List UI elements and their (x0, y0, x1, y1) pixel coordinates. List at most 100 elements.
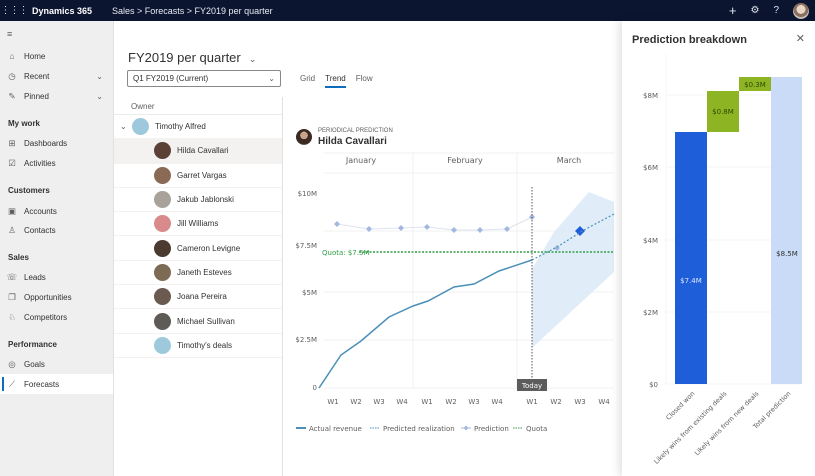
x-tick: W1 (526, 398, 537, 406)
help-icon[interactable]: ? (773, 5, 779, 16)
chevron-down-icon[interactable]: ⌄ (96, 91, 103, 101)
sidebar-item-label: Opportunities (24, 292, 72, 302)
main-content: FY2019 per quarter ⌄ Q1 FY2019 (Current) … (114, 21, 815, 476)
trend-line-chart[interactable]: January February March $10M $7.5M $5M $2… (284, 97, 622, 476)
activities-icon: ☑ (8, 157, 16, 168)
chart-subtitle: PERIODICAL PREDICTION (318, 128, 393, 134)
month-label: March (557, 156, 581, 165)
owner-row-parent[interactable]: ⌄ Timothy Alfred (114, 115, 282, 140)
sidebar-item-activities[interactable]: ☑ Activities (0, 153, 113, 173)
sidebar-item-accounts[interactable]: ▣ Accounts (0, 201, 113, 221)
chevron-down-icon[interactable]: ⌄ (96, 71, 103, 81)
chevron-down-icon[interactable]: ⌄ (248, 54, 257, 64)
accounts-icon: ▣ (7, 205, 17, 216)
sidebar-item-label: Pinned (24, 91, 49, 101)
x-tick: W4 (491, 398, 503, 406)
y-tick: $2M (643, 309, 658, 317)
bar-value-label: $8.5M (776, 250, 798, 258)
owner-row[interactable]: Cameron Levigne (114, 236, 282, 261)
sidebar-item-opportunities[interactable]: ❐ Opportunities (0, 287, 113, 307)
sidebar-item-recent[interactable]: ◷ Recent ⌄ (0, 66, 113, 86)
hamburger-menu-icon[interactable]: ≡ (7, 29, 13, 39)
waffle-icon[interactable]: ⋮⋮⋮ (0, 5, 29, 16)
owner-name: Cameron Levigne (177, 243, 241, 253)
section-heading-customers: Customers (8, 186, 50, 195)
sidebar-item-label: Contacts (24, 225, 56, 235)
x-category-label: Likely wins from new deals (693, 389, 761, 457)
page-title[interactable]: FY2019 per quarter ⌄ (128, 50, 256, 65)
contact-icon: ♙ (8, 224, 16, 235)
gear-icon[interactable]: ⚙ (750, 5, 760, 16)
month-label: January (345, 156, 377, 165)
y-tick: $7.5M (295, 242, 317, 250)
avatar (132, 118, 149, 136)
close-icon[interactable]: ✕ (795, 33, 805, 45)
owner-name: Timothy Alfred (155, 122, 206, 132)
tab-grid[interactable]: Grid (300, 74, 316, 83)
y-tick: $10M (298, 190, 317, 198)
legend-item[interactable]: Predicted realization (383, 425, 455, 433)
goals-icon: ◎ (8, 358, 16, 369)
avatar (154, 239, 171, 257)
owner-name: Janeth Esteves (177, 267, 232, 277)
x-tick: W2 (350, 398, 361, 406)
avatar (296, 129, 312, 145)
sidebar-item-home[interactable]: ⌂ Home (0, 46, 113, 66)
sidebar-item-dashboards[interactable]: ⊞ Dashboards (0, 133, 113, 153)
bar-value-label: $0.3M (744, 81, 766, 89)
avatar (154, 166, 171, 184)
sidebar-item-goals[interactable]: ◎ Goals (0, 354, 113, 374)
sidebar-item-label: Recent (24, 71, 50, 81)
owner-row[interactable]: Garret Vargas (114, 164, 282, 188)
app-name[interactable]: Dynamics 365 (32, 5, 93, 16)
avatar (154, 263, 171, 281)
owner-row[interactable]: Jakub Jablonski (114, 188, 282, 213)
plus-icon[interactable]: + (728, 3, 737, 18)
breadcrumb: Sales > Forecasts > FY2019 per quarter (112, 5, 273, 16)
owner-row[interactable]: Timothy's deals (114, 334, 282, 358)
bar-existing-deals (707, 91, 739, 132)
sidebar-item-label: Goals (24, 359, 45, 369)
legend-item[interactable]: Prediction (474, 425, 509, 433)
sidebar-item-competitors[interactable]: ♘ Competitors (0, 307, 113, 327)
x-tick: W1 (421, 398, 432, 406)
chevron-down-icon[interactable]: ⌄ (120, 122, 127, 132)
owner-row[interactable]: Hilda Cavallari (114, 139, 282, 164)
legend-item[interactable]: Quota (526, 425, 547, 433)
leads-icon: ☏ (6, 271, 18, 282)
chart-legend: Actual revenue Predicted realization Pre… (296, 425, 547, 433)
owner-row[interactable]: Joana Pereira (114, 285, 282, 310)
tab-trend[interactable]: Trend (325, 74, 346, 88)
owner-name: Jakub Jablonski (177, 195, 234, 205)
owner-name: Garret Vargas (177, 170, 227, 180)
sidebar-item-leads[interactable]: ☏ Leads (0, 267, 113, 287)
owner-column-header[interactable]: Owner (114, 99, 282, 115)
sidebar-item-label: Competitors (24, 312, 68, 322)
forecast-chart-icon: ⟋ (9, 378, 15, 389)
y-tick: 0 (313, 384, 317, 392)
owner-name: Michael Sullivan (177, 316, 235, 326)
y-tick: $0 (649, 381, 658, 389)
owner-list: Owner ⌄ Timothy Alfred Hilda Cavallari G… (114, 97, 283, 476)
period-select[interactable]: Q1 FY2019 (Current) ⌄ (127, 70, 281, 87)
forecast-name: FY2019 per quarter (128, 50, 241, 65)
x-category-label: Closed won (664, 390, 696, 422)
today-marker: Today (521, 382, 542, 390)
user-avatar[interactable] (793, 2, 809, 19)
sidebar-item-contacts[interactable]: ♙ Contacts (0, 220, 113, 240)
legend-item[interactable]: Actual revenue (309, 425, 362, 433)
sidebar-item-pinned[interactable]: ✎ Pinned ⌄ (0, 86, 113, 106)
prediction-breakdown-chart[interactable]: $8M $6M $4M $2M $0 $7.4M $0.8M $0.3M $8.… (622, 42, 815, 476)
sidebar-item-label: Accounts (24, 206, 57, 216)
x-tick: W3 (574, 398, 585, 406)
owner-row[interactable]: Janeth Esteves (114, 261, 282, 286)
top-nav-bar: ⋮⋮⋮ Dynamics 365 Sales > Forecasts > FY2… (0, 0, 815, 21)
owner-row[interactable]: Michael Sullivan (114, 309, 282, 334)
y-tick: $5M (302, 289, 317, 297)
bar-closed-won (675, 132, 707, 384)
sidebar-item-forecasts[interactable]: ⟋ Forecasts (0, 374, 113, 394)
tab-flow[interactable]: Flow (355, 74, 373, 83)
owner-name: Hilda Cavallari (177, 146, 229, 156)
owner-name: Timothy's deals (177, 340, 233, 350)
owner-row[interactable]: Jill Williams (114, 212, 282, 237)
